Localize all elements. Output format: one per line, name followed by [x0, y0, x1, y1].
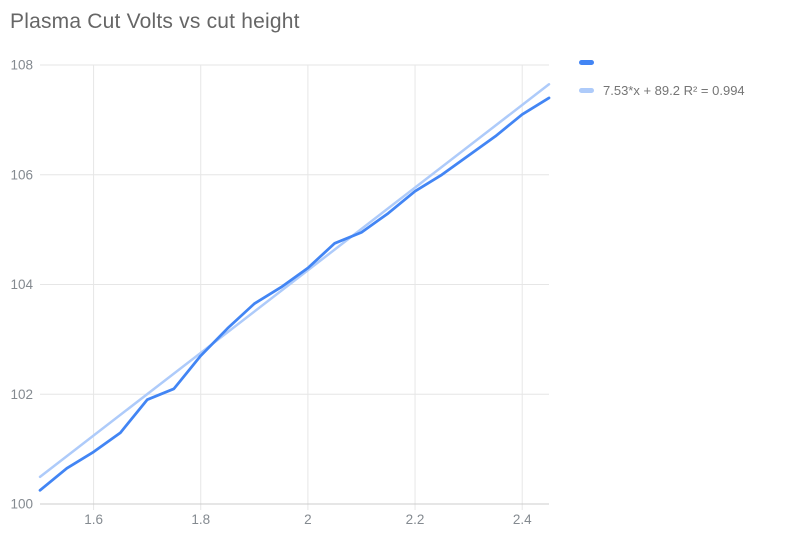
x-tick-label: 2	[304, 512, 312, 527]
x-tick-label: 2.2	[406, 512, 425, 527]
legend: 7.53*x + 89.2 R² = 0.994	[579, 48, 745, 104]
series-swatch-icon	[579, 59, 594, 65]
y-tick-label: 102	[10, 387, 33, 402]
y-tick-label: 108	[10, 58, 33, 73]
x-tick-label: 1.6	[84, 512, 103, 527]
series-line	[38, 96, 551, 492]
x-tick-label: 2.4	[513, 512, 532, 527]
y-tick-label: 104	[10, 277, 33, 292]
chart-title: Plasma Cut Volts vs cut height	[10, 10, 300, 33]
legend-item-series	[579, 48, 745, 76]
legend-item-trendline: 7.53*x + 89.2 R² = 0.994	[579, 76, 745, 104]
y-tick-label: 100	[10, 497, 33, 512]
trendline-swatch-icon	[579, 87, 594, 93]
x-tick-label: 1.8	[191, 512, 210, 527]
trendline-label: 7.53*x + 89.2 R² = 0.994	[603, 82, 745, 98]
trendline	[38, 83, 551, 479]
y-tick-label: 106	[10, 167, 33, 182]
